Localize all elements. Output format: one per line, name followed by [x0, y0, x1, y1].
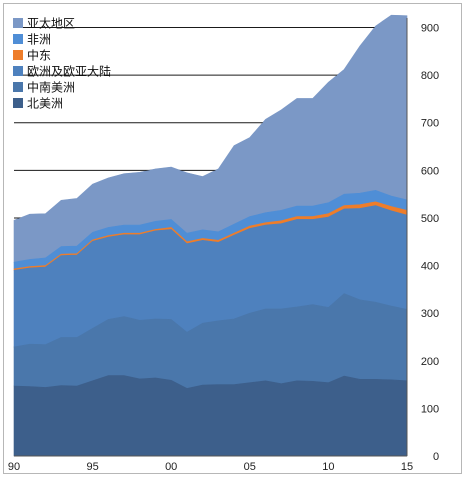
x-tick-label: 10	[322, 461, 334, 473]
x-tick-label: 00	[165, 461, 177, 473]
legend-label: 中东	[27, 48, 51, 63]
legend-item: 中东	[13, 48, 51, 63]
y-tick-label: 0	[433, 451, 439, 463]
x-tick-label: 15	[401, 461, 413, 473]
legend-label: 北美洲	[27, 97, 63, 111]
y-tick-label: 400	[421, 261, 439, 273]
y-tick-label: 200	[421, 356, 439, 368]
y-axis: 0 100 200 300 400 500 600 700 800 900	[14, 18, 439, 463]
x-axis: 90 95 00 05 10 15	[8, 461, 413, 473]
area-0	[13, 375, 408, 457]
legend-swatch	[13, 34, 23, 44]
y-tick-label: 800	[421, 70, 439, 82]
y-tick-label: 300	[421, 308, 439, 320]
y-tick-label: 100	[421, 403, 439, 415]
legend-swatch	[13, 98, 23, 108]
legend-item: 北美洲	[13, 97, 63, 111]
y-tick-label: 600	[421, 165, 439, 177]
y-tick-label: 500	[421, 213, 439, 225]
legend-item: 非洲	[13, 33, 51, 47]
legend-item: 中南美洲	[13, 80, 75, 95]
legend-item: 欧洲及欧亚大陆	[13, 64, 111, 79]
y-tick-label: 700	[421, 118, 439, 130]
area-series-group	[13, 14, 408, 457]
legend-swatch	[13, 82, 23, 92]
legend-label: 非洲	[27, 33, 51, 47]
legend-swatch	[13, 50, 23, 60]
legend-label: 欧洲及欧亚大陆	[27, 64, 111, 79]
legend-swatch	[13, 18, 23, 28]
y-tick-label: 900	[421, 23, 439, 35]
legend-item: 亚太地区	[13, 16, 75, 31]
legend-label: 中南美洲	[27, 80, 75, 95]
x-tick-label: 05	[244, 461, 256, 473]
legend-swatch	[13, 66, 23, 76]
x-tick-label: 90	[8, 461, 20, 473]
x-tick-label: 95	[86, 461, 98, 473]
legend-label: 亚太地区	[27, 16, 75, 31]
